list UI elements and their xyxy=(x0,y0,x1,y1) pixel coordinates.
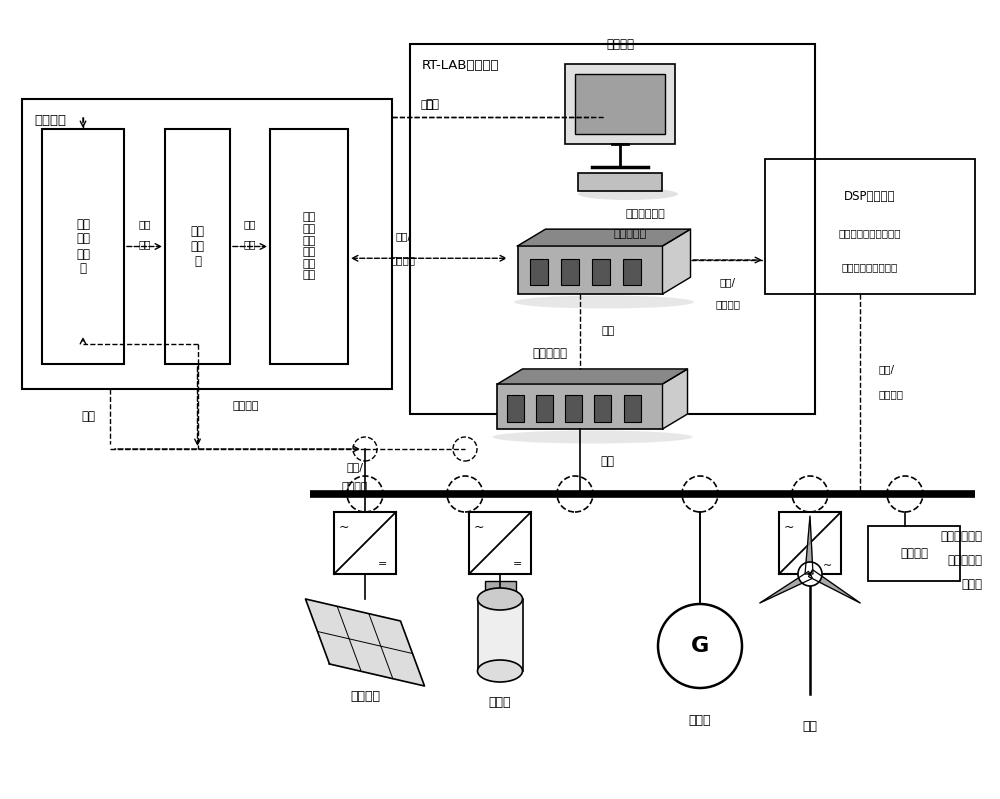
Bar xyxy=(565,64,675,144)
Bar xyxy=(334,512,396,574)
Ellipse shape xyxy=(578,188,678,200)
Text: 数据/: 数据/ xyxy=(720,277,736,287)
Text: ~: ~ xyxy=(474,520,484,534)
Polygon shape xyxy=(805,516,813,574)
Text: 数据/: 数据/ xyxy=(347,462,364,472)
Text: 信号: 信号 xyxy=(244,240,256,249)
Bar xyxy=(469,512,531,574)
Text: =: = xyxy=(378,559,387,569)
Bar xyxy=(622,259,640,285)
Text: 输入输出板卡: 输入输出板卡 xyxy=(625,209,665,219)
Ellipse shape xyxy=(478,660,522,682)
Bar xyxy=(765,159,975,294)
Bar xyxy=(42,129,124,364)
Text: 蓄电池: 蓄电池 xyxy=(489,697,511,710)
Text: 控制信号: 控制信号 xyxy=(232,402,259,411)
Bar xyxy=(868,526,960,581)
Text: 物理模拟系统: 物理模拟系统 xyxy=(940,531,982,543)
Text: 数据: 数据 xyxy=(425,97,439,110)
Text: 现场设备层: 现场设备层 xyxy=(947,555,982,567)
Text: 数据: 数据 xyxy=(81,410,95,423)
Text: 信号: 信号 xyxy=(138,240,151,249)
Text: 监控系统: 监控系统 xyxy=(34,114,66,128)
Polygon shape xyxy=(518,229,690,246)
Text: 控制信号: 控制信号 xyxy=(715,299,740,309)
Bar xyxy=(560,259,578,285)
Text: 柴油机: 柴油机 xyxy=(689,714,711,726)
Text: 光伏逆变器控制器）: 光伏逆变器控制器） xyxy=(842,262,898,272)
Polygon shape xyxy=(306,599,424,686)
Text: 控制: 控制 xyxy=(138,220,151,229)
Bar xyxy=(485,581,516,594)
Text: DSP物理系统: DSP物理系统 xyxy=(844,190,896,203)
Polygon shape xyxy=(760,571,812,603)
Polygon shape xyxy=(497,369,688,384)
Bar xyxy=(165,129,230,364)
Bar xyxy=(594,395,611,422)
Text: 数字
仿真
系统
设备
层控
制器: 数字 仿真 系统 设备 层控 制器 xyxy=(302,213,316,280)
Text: 光伏组件: 光伏组件 xyxy=(350,690,380,702)
Bar xyxy=(507,395,524,422)
Text: ~: ~ xyxy=(784,520,794,534)
Text: =: = xyxy=(513,559,522,569)
Text: 功率放大器: 功率放大器 xyxy=(532,348,568,360)
Bar xyxy=(565,395,582,422)
Text: 仿真主机: 仿真主机 xyxy=(606,38,634,50)
Text: 可变负荷: 可变负荷 xyxy=(900,547,928,560)
Ellipse shape xyxy=(478,588,522,610)
Text: 控制信号: 控制信号 xyxy=(342,482,368,492)
Text: 控制信号: 控制信号 xyxy=(878,389,903,399)
Text: 数据/: 数据/ xyxy=(395,231,411,241)
Bar xyxy=(536,395,553,422)
Text: 实时目标机: 实时目标机 xyxy=(613,229,647,239)
Bar xyxy=(270,129,348,364)
Bar xyxy=(624,395,640,422)
Bar xyxy=(592,259,610,285)
Circle shape xyxy=(798,562,822,586)
Ellipse shape xyxy=(492,431,692,443)
Bar xyxy=(575,74,665,134)
Bar xyxy=(22,99,392,389)
Text: G: G xyxy=(691,636,709,656)
Text: RT-LAB仿真系统: RT-LAB仿真系统 xyxy=(422,59,500,73)
Bar xyxy=(478,599,523,671)
Polygon shape xyxy=(808,570,860,603)
Text: ~: ~ xyxy=(823,561,832,571)
Text: 控制: 控制 xyxy=(244,220,256,229)
Text: 数据: 数据 xyxy=(602,327,615,336)
Ellipse shape xyxy=(514,296,694,308)
Text: 风机: 风机 xyxy=(802,720,818,733)
Text: （双向变流器控制器、: （双向变流器控制器、 xyxy=(839,229,901,238)
Bar xyxy=(497,384,662,429)
Text: ~: ~ xyxy=(339,520,350,534)
Text: 数据: 数据 xyxy=(420,100,434,110)
Polygon shape xyxy=(662,369,688,429)
Text: 数据/: 数据/ xyxy=(878,364,894,374)
Text: 控制信号: 控制信号 xyxy=(390,255,416,265)
Bar xyxy=(518,246,663,294)
Bar xyxy=(530,259,548,285)
Text: 控制器: 控制器 xyxy=(961,578,982,591)
Bar xyxy=(410,44,815,414)
Bar xyxy=(578,173,662,191)
Text: 中央
控制
器: 中央 控制 器 xyxy=(190,225,205,268)
Polygon shape xyxy=(662,229,690,294)
Text: 功率: 功率 xyxy=(600,455,614,468)
Text: 系统
网络
控制
器: 系统 网络 控制 器 xyxy=(76,217,90,276)
Bar xyxy=(779,512,841,574)
